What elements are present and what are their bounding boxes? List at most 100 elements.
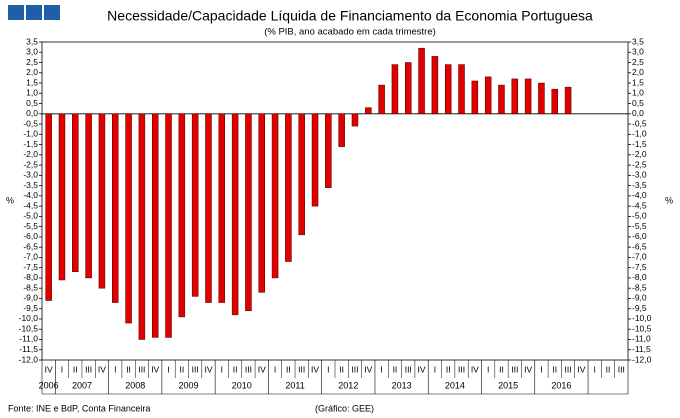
x-tick-label: I bbox=[274, 364, 276, 374]
x-tick-label: II bbox=[339, 364, 344, 374]
bar bbox=[125, 113, 132, 324]
y-tick-label: -6,0 bbox=[23, 231, 38, 241]
bar bbox=[444, 64, 452, 115]
x-tick-label: III bbox=[85, 364, 92, 374]
y2-tick-label: 1,0 bbox=[632, 88, 644, 98]
year-label: 2007 bbox=[72, 380, 92, 390]
x-tick-label: IV bbox=[418, 364, 426, 374]
x-tick-label: IV bbox=[45, 364, 53, 374]
bar bbox=[112, 113, 119, 303]
x-tick-label: IV bbox=[524, 364, 532, 374]
x-tick-label: II bbox=[179, 364, 184, 374]
source: Fonte: INE e BdP, Conta Financeira bbox=[8, 403, 150, 413]
x-tick-label: IV bbox=[151, 364, 159, 374]
y2-tick-label: 2,5 bbox=[632, 57, 644, 67]
y2-tick-label: -11,5 bbox=[632, 344, 651, 354]
y-tick-label: -1,0 bbox=[23, 129, 38, 139]
year-label: 2010 bbox=[232, 380, 252, 390]
x-tick-label: IV bbox=[311, 364, 319, 374]
bar bbox=[98, 113, 106, 289]
year-label: 2014 bbox=[445, 380, 465, 390]
x-tick-label: II bbox=[126, 364, 131, 374]
bar bbox=[378, 84, 385, 115]
y2-tick-label: 1,5 bbox=[632, 77, 644, 87]
bar bbox=[325, 113, 332, 188]
y-tick-label: -8,5 bbox=[23, 282, 38, 292]
bar bbox=[564, 86, 572, 115]
logo-square bbox=[44, 5, 60, 20]
logo-square bbox=[26, 5, 42, 20]
y-tick-label: -3,0 bbox=[23, 170, 38, 180]
x-tick-label: IV bbox=[258, 364, 266, 374]
bar bbox=[498, 84, 505, 115]
y-tick-label: -11,0 bbox=[19, 334, 38, 344]
x-tick-label: III bbox=[618, 364, 625, 374]
x-tick-label: II bbox=[499, 364, 504, 374]
bar bbox=[178, 113, 186, 318]
y-tick-label: -1,5 bbox=[23, 139, 38, 149]
y2-tick-label: -5,0 bbox=[632, 211, 647, 221]
y-tick-label: 0,0 bbox=[26, 108, 38, 118]
x-tick-label: III bbox=[511, 364, 518, 374]
y2-tick-label: -7,5 bbox=[632, 262, 647, 272]
x-tick-label: I bbox=[594, 364, 596, 374]
x-tick-label: II bbox=[446, 364, 451, 374]
bar bbox=[391, 64, 399, 115]
x-tick-label: III bbox=[458, 364, 465, 374]
y-tick-label: -12,0 bbox=[19, 354, 39, 364]
y2-axis-label: % bbox=[665, 195, 673, 205]
x-tick-label: I bbox=[114, 364, 116, 374]
x-tick-label: III bbox=[351, 364, 358, 374]
bar bbox=[298, 113, 305, 236]
y2-tick-label: -10,5 bbox=[632, 323, 652, 333]
x-tick-label: IV bbox=[577, 364, 585, 374]
y-tick-label: -2,5 bbox=[23, 159, 38, 169]
bar bbox=[271, 113, 279, 279]
y-tick-label: 2,0 bbox=[26, 67, 38, 77]
chart-title: Necessidade/Capacidade Líquida de Financ… bbox=[107, 8, 593, 24]
y-tick-label: 0,5 bbox=[26, 98, 38, 108]
logo-square bbox=[8, 5, 24, 20]
y2-tick-label: -1,0 bbox=[632, 129, 647, 139]
bar bbox=[258, 113, 265, 293]
year-label: 2012 bbox=[338, 380, 358, 390]
y2-tick-label: -12,0 bbox=[632, 354, 652, 364]
year-label: 2011 bbox=[285, 380, 304, 390]
x-tick-label: II bbox=[606, 364, 611, 374]
y2-tick-label: -10,0 bbox=[632, 313, 652, 323]
y-axis-label: % bbox=[6, 195, 14, 205]
y2-tick-label: 0,0 bbox=[632, 108, 644, 118]
y2-tick-label: -4,0 bbox=[632, 190, 647, 200]
y-tick-label: -9,5 bbox=[23, 303, 38, 313]
x-tick-label: III bbox=[565, 364, 572, 374]
y2-tick-label: -6,5 bbox=[632, 241, 647, 251]
year-label: 2006 bbox=[39, 380, 59, 390]
x-tick-label: I bbox=[327, 364, 329, 374]
credit: (Gráfico: GEE) bbox=[315, 403, 374, 413]
bar bbox=[58, 113, 66, 281]
y-tick-label: -6,5 bbox=[23, 241, 38, 251]
y-tick-label: 3,5 bbox=[26, 36, 38, 46]
bar bbox=[551, 88, 558, 115]
x-tick-label: IV bbox=[204, 364, 212, 374]
bar bbox=[165, 113, 172, 338]
x-tick-label: IV bbox=[471, 364, 479, 374]
x-tick-label: II bbox=[286, 364, 291, 374]
x-tick-label: III bbox=[138, 364, 145, 374]
y2-tick-label: 2,0 bbox=[632, 67, 644, 77]
bar bbox=[72, 113, 79, 273]
x-tick-label: I bbox=[540, 364, 542, 374]
y2-tick-label: -2,0 bbox=[632, 149, 647, 159]
x-tick-label: II bbox=[233, 364, 238, 374]
y2-tick-label: 3,0 bbox=[632, 47, 644, 57]
y2-tick-label: -3,5 bbox=[632, 180, 647, 190]
y-tick-label: -4,5 bbox=[23, 200, 38, 210]
bar bbox=[351, 113, 359, 127]
bar bbox=[138, 113, 146, 340]
y-tick-label: -10,5 bbox=[19, 323, 39, 333]
bar bbox=[458, 64, 465, 115]
x-tick-label: IV bbox=[98, 364, 106, 374]
y-tick-label: -8,0 bbox=[23, 272, 38, 282]
y-tick-label: -10,0 bbox=[19, 313, 39, 323]
